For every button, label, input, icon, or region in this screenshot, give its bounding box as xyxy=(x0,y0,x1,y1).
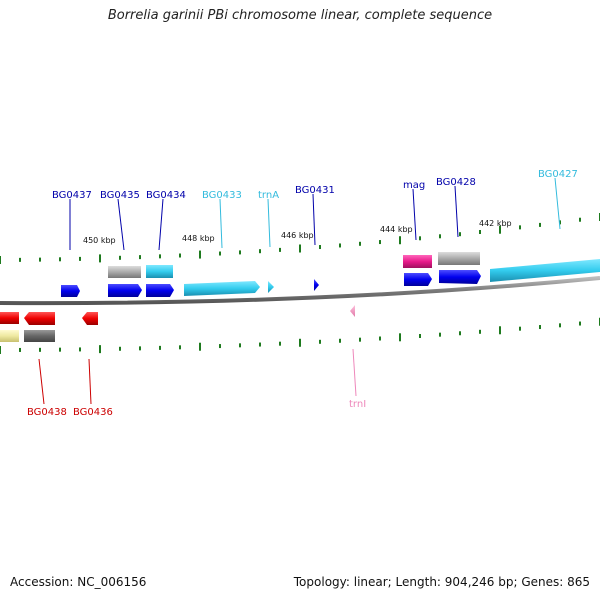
leader-bg0436 xyxy=(88,358,92,405)
footer-accession: Accession: NC_006156 xyxy=(10,575,147,589)
leader-bg0434 xyxy=(158,198,164,251)
leader-bg0438 xyxy=(38,358,45,405)
cds-bg0438-left[interactable] xyxy=(0,312,19,324)
gene-label-bg0428[interactable]: BG0428 xyxy=(436,177,476,188)
rna-bg0427[interactable] xyxy=(490,259,600,282)
cds-bg0434[interactable] xyxy=(146,284,174,297)
scale-label-442: 442 kbp xyxy=(479,219,512,228)
leader-bg0428 xyxy=(454,185,459,238)
cds-bg0437[interactable] xyxy=(61,285,80,297)
gene-label-bg0438[interactable]: BG0438 xyxy=(27,407,67,418)
page-title: Borrelia garinii PBi chromosome linear, … xyxy=(107,8,493,23)
cds-bg0436[interactable] xyxy=(82,312,98,325)
forward-strand-features xyxy=(61,252,600,297)
feature-bg0435-gray[interactable] xyxy=(108,266,141,278)
gene-label-mag[interactable]: mag xyxy=(403,180,425,191)
leader-trni xyxy=(352,348,357,397)
feature-bg0434-cyan[interactable] xyxy=(146,265,173,278)
cds-bg0438[interactable] xyxy=(24,312,55,325)
leader-bg0431 xyxy=(312,193,316,246)
scale-label-448: 448 kbp xyxy=(182,234,215,243)
feature-bg0438-dark[interactable] xyxy=(24,330,55,342)
scale-label-450: 450 kbp xyxy=(83,236,116,245)
rna-bg0433[interactable] xyxy=(184,281,260,296)
chromosome-backbone xyxy=(0,276,600,306)
cds-mag[interactable] xyxy=(404,273,432,286)
cds-bg0435[interactable] xyxy=(108,284,142,297)
leader-mag xyxy=(412,188,417,241)
feature-mag-magenta[interactable] xyxy=(403,255,432,268)
scale-ticks-bottom xyxy=(0,317,600,354)
scale-label-446: 446 kbp xyxy=(281,231,314,240)
gene-label-bg0435[interactable]: BG0435 xyxy=(100,190,140,201)
footer-stats: Topology: linear; Length: 904,246 bp; Ge… xyxy=(293,575,590,589)
leader-bg0433 xyxy=(219,198,223,249)
rna-trna[interactable] xyxy=(268,281,274,293)
cds-bg0428[interactable] xyxy=(439,270,481,284)
gene-label-trna[interactable]: trnA xyxy=(258,190,279,201)
gene-label-bg0431[interactable]: BG0431 xyxy=(295,185,335,196)
leader-bg0435 xyxy=(117,198,125,251)
feature-bg0428-gray[interactable] xyxy=(438,252,480,265)
scale-ticks-top xyxy=(0,213,600,264)
reverse-strand-features xyxy=(0,305,355,342)
leader-bg0427 xyxy=(554,177,561,230)
leader-trna xyxy=(267,198,271,248)
gene-label-bg0433[interactable]: BG0433 xyxy=(202,190,242,201)
gene-label-bg0437[interactable]: BG0437 xyxy=(52,190,92,201)
gene-label-bg0434[interactable]: BG0434 xyxy=(146,190,186,201)
scale-label-444: 444 kbp xyxy=(380,225,413,234)
gene-label-bg0436[interactable]: BG0436 xyxy=(73,407,113,418)
gene-label-bg0427[interactable]: BG0427 xyxy=(538,169,578,180)
cds-bg0431[interactable] xyxy=(314,279,319,291)
gene-label-trni[interactable]: trnI xyxy=(349,399,366,410)
rna-trni[interactable] xyxy=(350,305,355,317)
feature-yellow[interactable] xyxy=(0,330,19,342)
